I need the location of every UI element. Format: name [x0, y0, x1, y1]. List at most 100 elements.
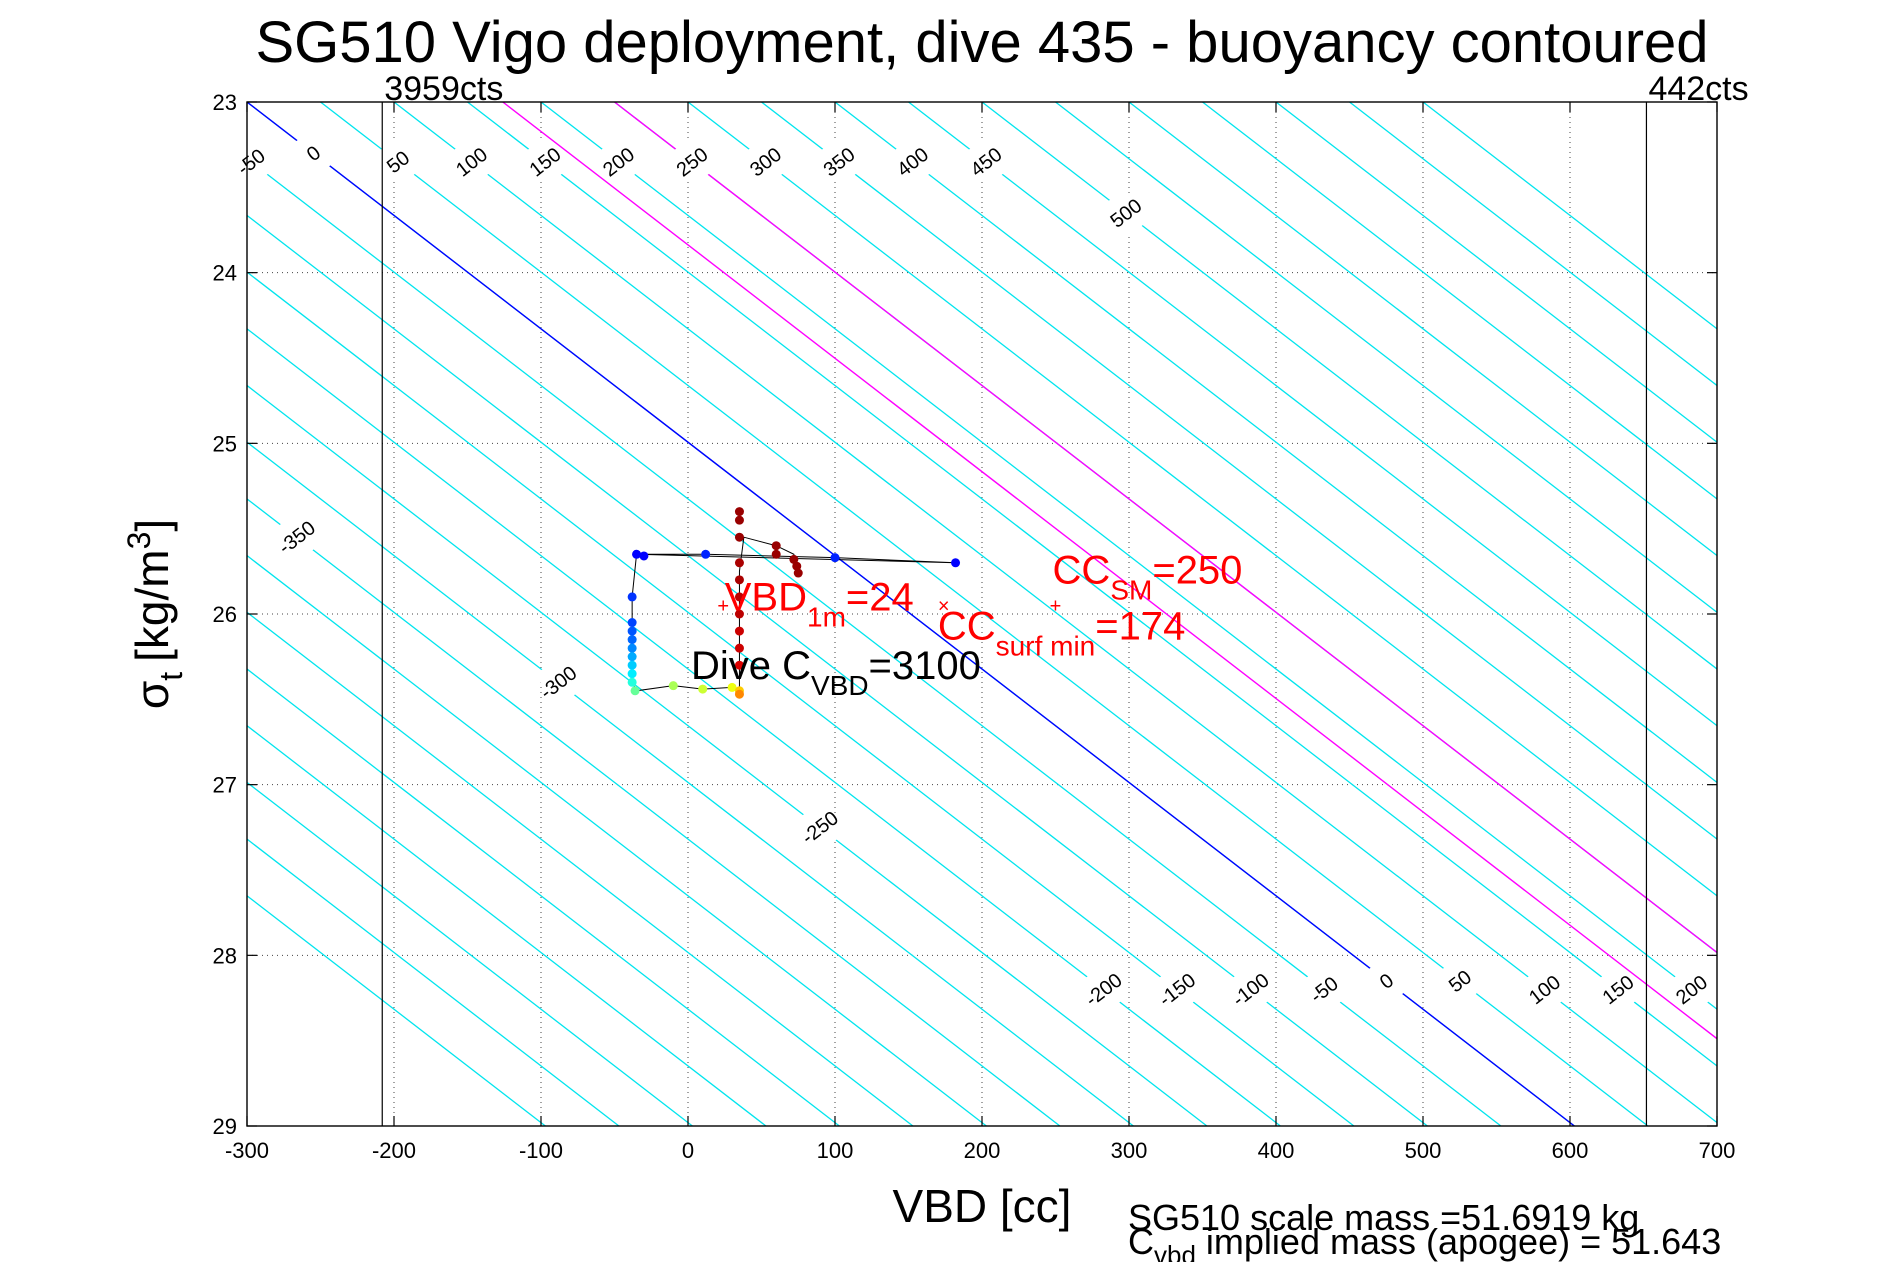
annotation: CCSM=250: [1053, 548, 1243, 605]
y-tick-label: 28: [213, 943, 237, 968]
contour-label-bg: [1363, 956, 1410, 1006]
contour-label-bg: [742, 137, 789, 187]
annotation-value: =24: [846, 576, 914, 620]
contour-label-bg: [448, 137, 495, 187]
dive-point: [734, 532, 744, 542]
contour-label-bg: [1227, 965, 1274, 1014]
dive-point: [632, 549, 642, 559]
y-axis-close: ]: [126, 519, 178, 532]
dive-point: [627, 592, 637, 602]
y-tick-label: 26: [213, 602, 237, 627]
y-axis-label: σt [kg/m3]: [121, 519, 189, 709]
y-tick-label: 27: [213, 773, 237, 798]
buoyancy-contours: [247, 102, 1717, 1126]
dive-point: [734, 592, 744, 602]
dive-point: [627, 643, 637, 653]
contour-line: [981, 102, 1717, 670]
dive-point: [627, 618, 637, 628]
contour-label-bg: [1300, 965, 1348, 1014]
x-tick-label: 100: [817, 1138, 854, 1163]
contour-label-bg: [1521, 965, 1568, 1014]
dive-point: [734, 575, 744, 585]
annotation-main: CC: [938, 605, 996, 649]
contour-line: [1349, 102, 1717, 387]
contour-line: [247, 838, 620, 1126]
contour-label-bg: [1594, 965, 1642, 1014]
dive-track: [627, 507, 961, 699]
contour-line: [247, 498, 1061, 1126]
contour-line: [247, 894, 546, 1126]
dive-point: [734, 660, 744, 670]
annotation-value: =3100: [869, 644, 981, 688]
annotation-main: VBD: [725, 576, 807, 620]
annotation-value: =174: [1095, 605, 1185, 649]
contour-line: [247, 441, 1134, 1126]
contour-line: [247, 668, 840, 1126]
annotation: Dive CVBD=3100: [691, 644, 981, 701]
contour-line: [540, 102, 1717, 1011]
y-tick-label: 29: [213, 1114, 237, 1139]
dive-point: [951, 558, 961, 568]
contour-line: [247, 214, 1428, 1126]
contour-label-bg: [1668, 965, 1715, 1014]
contour-line: [247, 554, 987, 1126]
dive-point: [627, 635, 637, 645]
contour-label-bg: [1436, 956, 1484, 1006]
dive-point: [734, 626, 744, 636]
x-tick-label: 500: [1405, 1138, 1442, 1163]
x-tick-label: 400: [1258, 1138, 1295, 1163]
y-tick-label: 24: [213, 261, 237, 286]
dive-point: [793, 568, 803, 578]
y-tick-label: 25: [213, 431, 237, 456]
contour-line: [687, 102, 1717, 897]
dive-point: [668, 681, 678, 691]
contour-label-bg: [290, 128, 337, 178]
dive-point: [792, 561, 802, 571]
footer-c: C: [1128, 1221, 1154, 1262]
contour-line: [761, 102, 1717, 840]
contour-line-highlight: [247, 102, 1575, 1126]
y-axis-subscript: t: [153, 672, 189, 681]
contour-line: [908, 102, 1717, 727]
contour-label-bg: [889, 137, 936, 187]
x-tick-label: 0: [682, 1138, 694, 1163]
contour-line: [834, 102, 1717, 784]
dive-point: [727, 682, 737, 692]
chart-title: SG510 Vigo deployment, dive 435 - buoyan…: [255, 10, 1708, 75]
x-axis-label: VBD [cc]: [893, 1180, 1072, 1232]
contour-line: [247, 781, 693, 1126]
dive-point: [789, 554, 799, 564]
dive-point: [771, 549, 781, 559]
contour-label-bg: [962, 137, 1010, 187]
annotation-main: Dive C: [691, 644, 811, 688]
annotation-main: CC: [1053, 548, 1111, 592]
dive-point: [734, 643, 744, 653]
x-tick-label: 600: [1552, 1138, 1589, 1163]
x-tick-label: 200: [964, 1138, 1001, 1163]
footer-notes: SG510 scale mass =51.6919 kg Cvbd implie…: [1128, 1197, 1721, 1262]
dive-point: [734, 689, 744, 699]
dive-point: [830, 553, 840, 563]
dive-point: [627, 626, 637, 636]
annotation-subscript: surf min: [996, 631, 1096, 662]
footer-c-subscript: vbd: [1154, 1240, 1196, 1262]
x-tick-label: -100: [519, 1138, 563, 1163]
contour-line: [1055, 102, 1717, 614]
contour-line: [247, 724, 767, 1126]
contour-label-bg: [796, 802, 844, 852]
y-axis-unit: [kg/m: [126, 549, 178, 661]
dive-point: [734, 609, 744, 619]
contour-label-bg: [227, 137, 275, 187]
dive-point: [701, 549, 711, 559]
dive-point: [734, 515, 744, 525]
dive-point: [630, 686, 640, 696]
contour-line: [1275, 102, 1717, 444]
reference-marker: ×: [938, 595, 950, 617]
contour-label-bg: [521, 137, 569, 187]
footer-implied-text: implied mass (apogee) = 51.643: [1196, 1221, 1721, 1262]
contour-line: [393, 102, 1717, 1124]
dive-point: [639, 551, 649, 561]
contour-label-bg: [534, 657, 582, 707]
annotation: CCsurf min=174: [938, 605, 1185, 662]
